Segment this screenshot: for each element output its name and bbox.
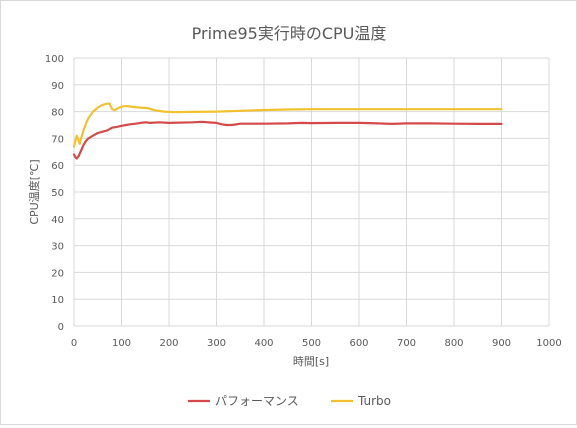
y-axis-label: CPU温度[℃] [27, 159, 41, 224]
chart-title: Prime95実行時のCPU温度 [192, 24, 387, 43]
x-tick-label: 500 [302, 338, 321, 349]
y-tick-label: 100 [45, 54, 64, 65]
x-tick-label: 900 [492, 338, 511, 349]
y-tick-label: 80 [51, 108, 64, 119]
y-tick-label: 0 [58, 322, 64, 333]
x-tick-label: 300 [207, 338, 226, 349]
y-tick-label: 20 [51, 268, 64, 279]
x-tick-label: 400 [254, 338, 273, 349]
x-tick-label: 0 [71, 338, 77, 349]
x-tick-label: 700 [397, 338, 416, 349]
y-tick-label: 70 [51, 134, 64, 145]
series-line-1 [72, 120, 503, 160]
y-tick-label: 10 [51, 295, 64, 306]
x-tick-label: 800 [444, 338, 463, 349]
x-tick-label: 1000 [536, 338, 561, 349]
series-lines [72, 102, 503, 160]
legend: パフォーマンス Turbo [188, 394, 391, 408]
y-tick-label: 40 [51, 215, 64, 226]
series-line-2 [72, 102, 503, 148]
gridlines [73, 57, 550, 327]
y-tick-label: 50 [51, 188, 64, 199]
x-tick-label: 200 [159, 338, 178, 349]
x-axis-label: 時間[s] [293, 355, 329, 368]
y-tick-label: 30 [51, 242, 64, 253]
y-axis-ticks: 0 10 20 30 40 50 60 70 80 90 100 [45, 54, 64, 333]
x-tick-label: 600 [349, 338, 368, 349]
x-axis-ticks: 0 100 200 300 400 500 600 700 800 900 1000 [71, 338, 562, 349]
y-tick-label: 60 [51, 161, 64, 172]
x-tick-label: 100 [112, 338, 131, 349]
legend-label-1: パフォーマンス [215, 394, 299, 408]
legend-label-2: Turbo [357, 394, 391, 408]
y-tick-label: 90 [51, 81, 64, 92]
